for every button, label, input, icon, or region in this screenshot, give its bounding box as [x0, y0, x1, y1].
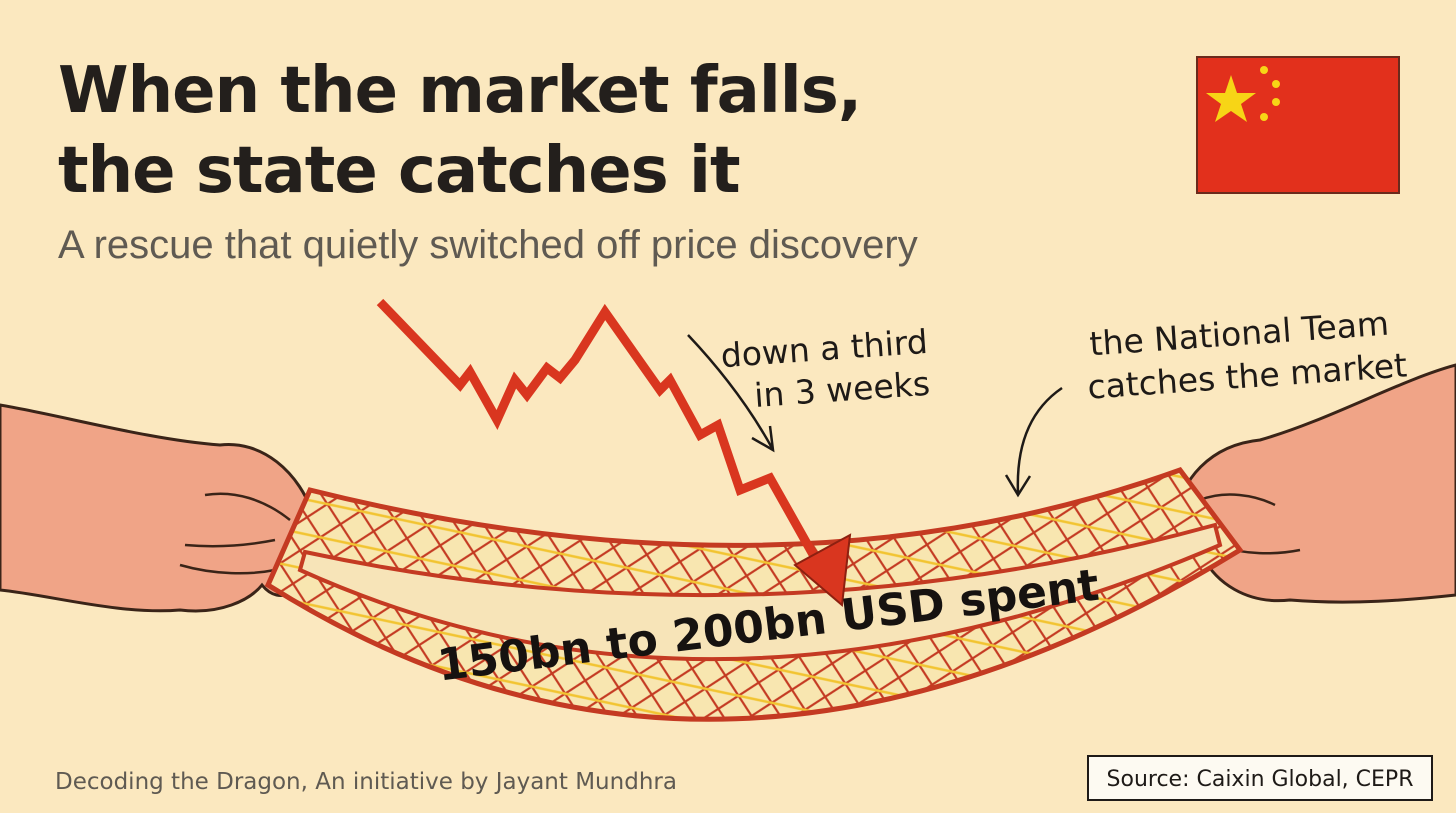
annotation-arrow — [1004, 386, 1063, 498]
safety-net — [264, 467, 1244, 722]
title-line: When the market falls, — [58, 54, 861, 128]
source: Source: Caixin Global, CEPR — [1107, 767, 1414, 792]
source-box — [1087, 755, 1433, 801]
title-line: the state catches it — [58, 134, 740, 208]
footer: Decoding the Dragon, An initiative by Ja… — [55, 769, 677, 795]
subtitle: A rescue that quietly switched off price… — [58, 223, 918, 267]
falling-market-arrow — [376, 298, 852, 607]
china-flag — [1196, 56, 1400, 194]
annotation-arrow — [687, 334, 775, 453]
